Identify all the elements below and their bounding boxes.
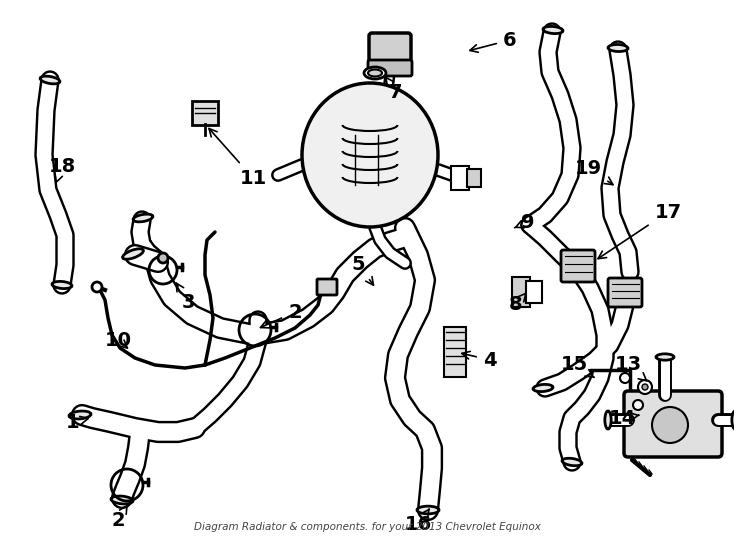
Ellipse shape [533,384,553,391]
Ellipse shape [368,70,382,77]
FancyBboxPatch shape [561,250,595,282]
Text: 13: 13 [614,355,647,381]
Ellipse shape [605,411,611,429]
Text: 1: 1 [66,413,88,431]
Circle shape [642,384,648,390]
Circle shape [92,282,102,292]
FancyBboxPatch shape [608,278,642,307]
FancyBboxPatch shape [444,327,466,377]
Text: 2: 2 [261,302,302,328]
FancyBboxPatch shape [512,277,530,307]
Text: 16: 16 [404,509,432,535]
Ellipse shape [543,26,563,33]
FancyBboxPatch shape [369,33,411,67]
Circle shape [652,407,688,443]
Ellipse shape [111,496,133,504]
Ellipse shape [69,411,91,419]
Ellipse shape [302,83,438,227]
Text: 2: 2 [111,504,128,530]
Ellipse shape [133,214,153,222]
Text: Diagram Radiator & components. for your 2013 Chevrolet Equinox: Diagram Radiator & components. for your … [194,522,540,532]
Ellipse shape [364,67,386,79]
FancyBboxPatch shape [192,101,218,125]
Ellipse shape [40,76,60,84]
Ellipse shape [52,281,72,288]
Circle shape [633,400,643,410]
Text: 19: 19 [575,159,613,185]
Text: 8: 8 [509,293,526,314]
FancyBboxPatch shape [317,279,337,295]
Text: 3: 3 [176,283,195,312]
Text: 10: 10 [104,330,131,349]
FancyBboxPatch shape [526,281,542,303]
Text: 18: 18 [48,157,76,183]
Ellipse shape [656,354,674,360]
Text: 9: 9 [515,213,535,232]
Circle shape [620,373,630,383]
Ellipse shape [123,249,143,259]
FancyBboxPatch shape [451,166,469,190]
Text: 5: 5 [351,254,374,285]
Text: 7: 7 [385,76,403,102]
FancyBboxPatch shape [624,391,722,457]
Circle shape [638,380,652,394]
Text: 17: 17 [598,202,682,259]
Ellipse shape [608,44,628,51]
FancyBboxPatch shape [368,60,412,76]
FancyBboxPatch shape [467,169,481,187]
Text: 14: 14 [608,408,639,428]
Circle shape [158,253,168,263]
Text: 4: 4 [462,350,497,369]
Ellipse shape [417,506,439,514]
Text: 15: 15 [560,355,594,377]
Ellipse shape [732,411,734,429]
Text: 11: 11 [209,129,266,187]
Text: 6: 6 [470,30,517,52]
Ellipse shape [562,458,582,465]
